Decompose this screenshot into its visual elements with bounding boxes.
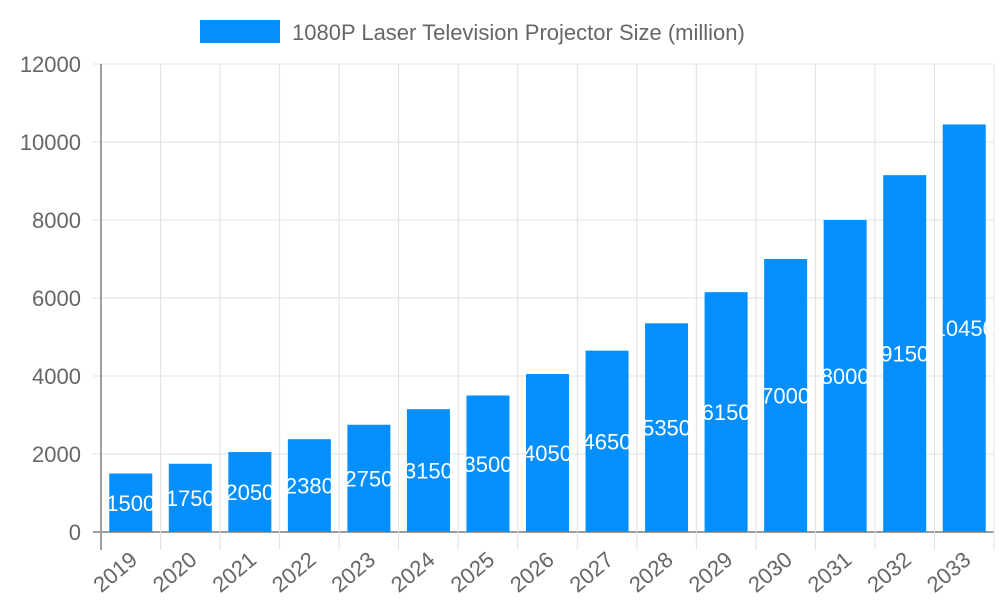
x-tick-label: 2028 xyxy=(624,547,678,598)
x-tick-label: 2019 xyxy=(88,547,142,598)
bar xyxy=(109,473,153,532)
bar xyxy=(764,259,808,532)
data-label: 8000 xyxy=(821,364,870,389)
bar xyxy=(168,463,212,532)
bar xyxy=(883,175,927,532)
data-label: 6150 xyxy=(702,400,751,425)
bar xyxy=(645,323,689,532)
data-label: 2050 xyxy=(225,480,274,505)
data-label: 4650 xyxy=(583,429,632,454)
y-tick-label: 12000 xyxy=(20,52,81,77)
x-tick-label: 2021 xyxy=(207,547,261,598)
data-label: 9150 xyxy=(880,342,929,367)
data-label: 10450 xyxy=(934,316,995,341)
bar xyxy=(526,374,569,532)
bar xyxy=(406,409,450,532)
data-label: 3500 xyxy=(463,452,512,477)
bar xyxy=(287,439,331,532)
data-label: 2380 xyxy=(285,474,334,499)
data-label: 3150 xyxy=(404,459,453,484)
x-tick-label: 2025 xyxy=(446,547,500,598)
y-tick-label: 6000 xyxy=(32,286,81,311)
x-tick-label: 2022 xyxy=(267,547,321,598)
x-tick-label: 2024 xyxy=(386,547,440,598)
data-label: 1750 xyxy=(166,486,215,511)
grid xyxy=(93,63,995,550)
y-tick-label: 0 xyxy=(69,520,81,545)
x-tick-label: 2033 xyxy=(922,547,976,598)
data-label: 1500 xyxy=(106,491,155,516)
bar xyxy=(823,220,867,532)
bar xyxy=(347,424,391,532)
data-label: 7000 xyxy=(761,384,810,409)
x-tick-label: 2020 xyxy=(148,547,202,598)
x-tick-label: 2023 xyxy=(327,547,381,598)
bar xyxy=(585,350,629,532)
x-tick-label: 2031 xyxy=(803,547,857,598)
x-tick-label: 2032 xyxy=(862,547,916,598)
y-tick-label: 10000 xyxy=(20,130,81,155)
y-tick-label: 8000 xyxy=(32,208,81,233)
bar xyxy=(942,124,986,532)
x-tick-label: 2029 xyxy=(684,547,738,598)
x-tick-label: 2026 xyxy=(505,547,559,598)
bars: 1500 1750 2050 2380 2750 3150 3500 4050 4650 5350… xyxy=(106,124,995,532)
data-label: 5350 xyxy=(642,416,691,441)
bar xyxy=(704,292,748,532)
data-label: 4050 xyxy=(523,441,572,466)
data-label: 2750 xyxy=(344,466,393,491)
x-tick-label: 2030 xyxy=(743,547,797,598)
legend-label: 1080P Laser Television Projector Size (m… xyxy=(292,20,745,45)
legend: 1080P Laser Television Projector Size (m… xyxy=(200,20,745,45)
y-tick-label: 4000 xyxy=(32,364,81,389)
bar xyxy=(466,395,510,532)
y-tick-label: 2000 xyxy=(32,442,81,467)
x-tick-label: 2027 xyxy=(565,547,619,598)
legend-swatch xyxy=(200,20,280,43)
bar xyxy=(228,452,272,532)
